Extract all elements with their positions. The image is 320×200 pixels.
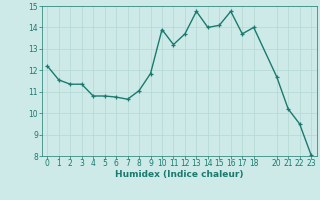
X-axis label: Humidex (Indice chaleur): Humidex (Indice chaleur)	[115, 170, 244, 179]
